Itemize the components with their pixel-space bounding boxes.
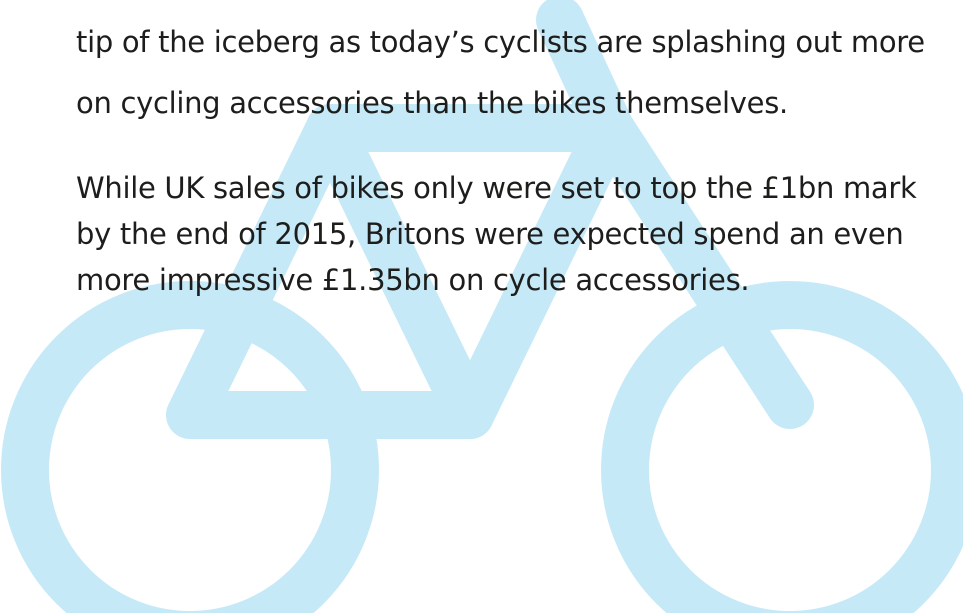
text-line: more impressive £1.35bn on cycle accesso… <box>76 263 750 297</box>
rear-wheel <box>1 281 379 613</box>
fork <box>536 0 814 429</box>
front-wheel <box>601 281 963 613</box>
rear-frame <box>166 104 494 439</box>
text-line: While UK sales of bikes only were set to… <box>76 171 917 205</box>
text-line: on cycling accessories than the bikes th… <box>76 86 788 120</box>
text-line: by the end of 2015, Britons were expecte… <box>76 217 904 251</box>
text-line: tip of the iceberg as today’s cyclists a… <box>76 25 925 59</box>
